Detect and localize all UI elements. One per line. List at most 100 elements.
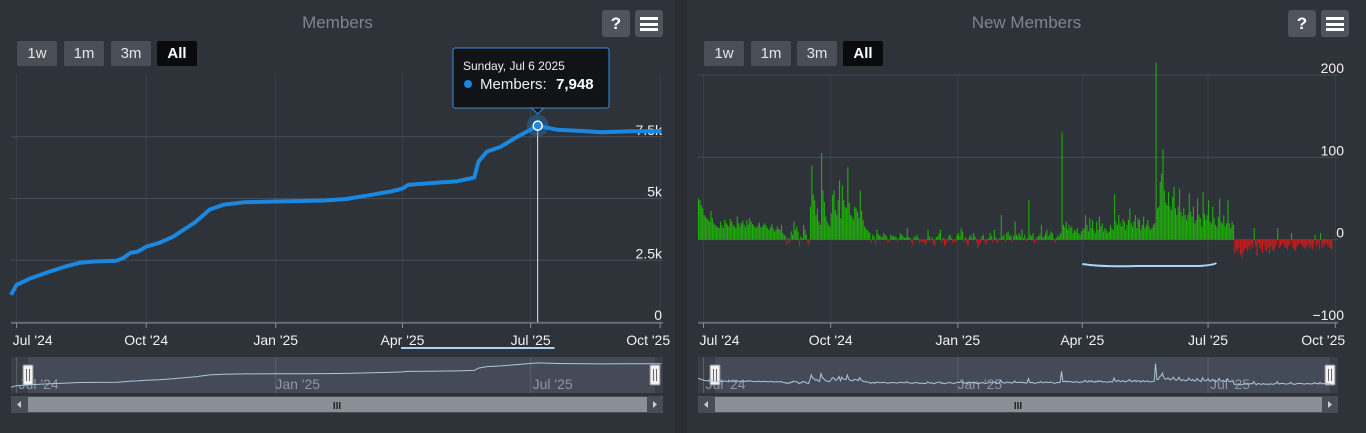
new-members-bar — [1270, 239, 1272, 247]
new-members-bar — [888, 239, 890, 242]
new-members-bar — [1264, 239, 1266, 250]
new-members-bar — [996, 239, 998, 243]
scroll-right-arrow-icon[interactable] — [1328, 401, 1332, 408]
new-members-bar — [1315, 239, 1317, 247]
new-members-bar — [1227, 200, 1229, 240]
new-members-bar — [847, 167, 849, 240]
new-members-bar — [1228, 223, 1230, 240]
navigator-left-handle[interactable] — [709, 364, 721, 386]
menu-button[interactable] — [1321, 10, 1349, 37]
new-members-bar — [1046, 229, 1048, 240]
range-1w-button[interactable]: 1w — [704, 41, 744, 66]
members-chart-panel: 0 2.5k 5k 7.5k Jul '24 Oct '24 Jan '25 Apr '25 J… — [0, 0, 675, 433]
new-members-bar — [1156, 208, 1159, 240]
new-members-bar — [923, 239, 925, 243]
hover-point[interactable] — [532, 120, 543, 131]
new-members-bar — [1067, 229, 1069, 240]
new-members-bar — [1234, 239, 1236, 253]
scroll-left-arrow-icon[interactable] — [704, 401, 708, 408]
help-button[interactable]: ? — [1288, 10, 1316, 37]
new-members-bar — [1103, 231, 1105, 240]
new-members-bar — [1179, 188, 1181, 240]
new-members-bar — [1174, 208, 1176, 240]
new-members-bar — [1097, 229, 1099, 240]
new-members-bar — [897, 239, 899, 242]
new-members-bar — [1187, 214, 1189, 240]
new-members-bar — [884, 234, 886, 240]
new-members-bar — [1303, 239, 1305, 248]
new-members-bar — [870, 239, 872, 243]
navigator-tick-label: Jan '25 — [958, 376, 1003, 392]
new-members-bar — [783, 234, 785, 240]
new-members-bar — [827, 224, 830, 240]
new-members-bar — [832, 195, 834, 240]
new-members-bar — [772, 228, 774, 240]
help-button[interactable]: ? — [602, 10, 630, 37]
menu-button[interactable] — [635, 10, 663, 37]
new-members-bar — [826, 221, 828, 240]
navigator-handle-body[interactable] — [709, 364, 721, 386]
new-members-bar — [876, 229, 878, 240]
new-members-bar — [1306, 239, 1308, 247]
navigator-right-handle[interactable] — [1324, 364, 1336, 386]
navigator-left-handle[interactable] — [22, 364, 34, 386]
new-members-bar — [1296, 239, 1298, 247]
new-members-bar — [1089, 218, 1091, 240]
new-members-bar — [756, 228, 758, 240]
new-members-bar — [1000, 214, 1002, 240]
new-members-bar — [866, 229, 868, 240]
new-members-bar — [717, 227, 719, 240]
range-1m-button[interactable]: 1m — [751, 41, 791, 66]
new-members-bar — [1039, 234, 1041, 240]
navigator-handle-body[interactable] — [649, 364, 661, 386]
new-members-bar — [740, 223, 742, 240]
range-3m-button[interactable]: 3m — [111, 41, 151, 66]
new-members-bar — [725, 223, 727, 240]
new-members-bar — [1220, 221, 1222, 240]
scroll-left-arrow-icon[interactable] — [17, 401, 21, 408]
new-members-bar — [997, 239, 1000, 242]
new-members-bar — [861, 210, 863, 240]
new-members-bar — [721, 225, 723, 240]
new-members-bar — [1249, 239, 1251, 250]
range-all-button[interactable]: All — [843, 41, 883, 66]
new-members-bar — [1017, 236, 1019, 240]
new-members-bar — [743, 224, 745, 240]
scrollbar-thumb[interactable] — [28, 397, 647, 412]
new-members-bar — [749, 218, 751, 240]
new-members-bar — [1185, 219, 1188, 240]
new-members-bar — [1201, 226, 1203, 240]
new-members-bar — [1155, 62, 1157, 240]
new-members-bar — [1263, 239, 1265, 245]
new-members-bar — [843, 200, 845, 240]
new-members-bar — [841, 185, 843, 240]
navigator-handle-body[interactable] — [1324, 364, 1336, 386]
new-members-bar — [1006, 233, 1008, 240]
new-members-bar — [829, 226, 831, 240]
new-members-bar — [869, 233, 871, 240]
new-members-bar — [1321, 239, 1323, 248]
new-members-bar — [1125, 229, 1127, 240]
range-3m-button[interactable]: 3m — [797, 41, 837, 66]
new-members-bar — [1043, 236, 1045, 240]
new-members-bar — [769, 227, 771, 240]
new-members-bar — [978, 239, 980, 245]
new-members-bar — [1192, 206, 1194, 240]
range-1w-button[interactable]: 1w — [17, 41, 57, 66]
range-all-button[interactable]: All — [157, 41, 197, 66]
navigator-handle-body[interactable] — [22, 364, 34, 386]
new-members-bar — [1116, 224, 1118, 240]
new-members-bar — [975, 239, 977, 242]
new-members-bar — [1111, 228, 1113, 240]
navigator-right-handle[interactable] — [649, 364, 661, 386]
new-members-bar — [1069, 228, 1071, 240]
new-members-bar — [1219, 198, 1221, 240]
new-members-bar — [1256, 239, 1258, 257]
scroll-right-arrow-icon[interactable] — [653, 401, 657, 408]
new-members-bar — [856, 211, 859, 240]
new-members-bar — [1198, 214, 1200, 240]
range-1m-button[interactable]: 1m — [64, 41, 104, 66]
scrollbar-thumb[interactable] — [715, 397, 1322, 412]
new-members-bar — [1115, 221, 1117, 240]
